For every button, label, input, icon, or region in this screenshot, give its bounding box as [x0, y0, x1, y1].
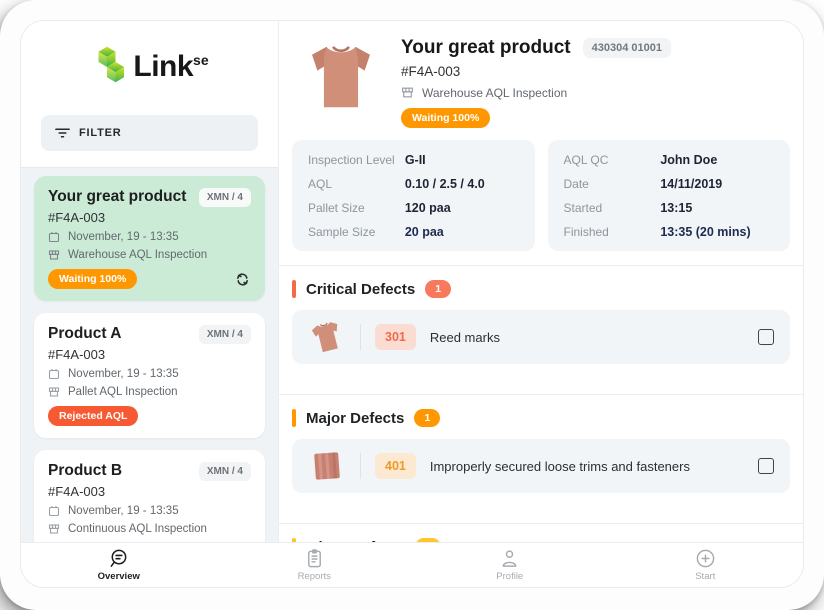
- product-header: Your great product 430304 01001 #F4A-003…: [279, 21, 803, 128]
- defect-checkbox[interactable]: [758, 458, 774, 474]
- tab-profile[interactable]: Profile: [412, 543, 608, 587]
- app-screen: Linkse FILTER Your great product XMN / 4…: [20, 20, 804, 588]
- sidebar: Linkse FILTER Your great product XMN / 4…: [21, 21, 279, 587]
- critical-defects-section: Critical Defects 1 301 Reed marks: [279, 265, 803, 380]
- start-plus-icon: [696, 549, 715, 568]
- major-defects-section: Major Defects 1 401 Improperly secured l…: [279, 394, 803, 509]
- info-value: 120 paa: [404, 200, 451, 215]
- inspection-type: Continuous AQL Inspection: [68, 523, 207, 535]
- info-label: Finished: [563, 224, 609, 239]
- defect-row[interactable]: 301 Reed marks: [292, 310, 790, 364]
- info-label: Inspection Level: [308, 152, 395, 167]
- defect-count-badge: 1: [414, 409, 441, 427]
- divider: [360, 453, 361, 479]
- status-badge: Rejected AQL: [48, 406, 139, 426]
- tab-label: Overview: [97, 571, 140, 582]
- product-card-list: Your great product XMN / 4 #F4A-003 Nove…: [21, 167, 278, 587]
- inspection-result-panel: AQL QC John Doe Date 14/11/2019 Started 13:…: [547, 140, 790, 251]
- inspection-date: November, 19 - 13:35: [68, 231, 179, 243]
- tab-label: Start: [695, 571, 716, 582]
- inspection-info: Inspection Level G-II AQL 0.10 / 2.5 / 4.0…: [279, 128, 803, 251]
- info-label: AQL QC: [563, 152, 609, 167]
- batch-badge: XMN / 4: [198, 462, 251, 481]
- product-card-title: Product A: [48, 325, 122, 342]
- defect-thumbnail: [314, 452, 340, 480]
- info-label: AQL: [308, 176, 333, 191]
- info-value: 20 paa: [404, 224, 444, 239]
- filter-button[interactable]: FILTER: [41, 115, 258, 151]
- calendar-icon: [48, 369, 60, 380]
- info-label: Date: [563, 176, 589, 191]
- defect-row[interactable]: 401 Improperly secured loose trims and f…: [292, 439, 790, 493]
- product-sku: #F4A-003: [48, 347, 106, 362]
- warehouse-icon: [402, 87, 413, 98]
- page-title: Your great product: [401, 37, 571, 58]
- defect-thumbnail: [311, 322, 338, 353]
- product-sku: #F4A-003: [48, 210, 106, 225]
- product-code-badge: 430304 01001: [582, 38, 671, 58]
- overview-icon: [110, 549, 127, 567]
- inspection-type: Warehouse AQL Inspection: [422, 85, 568, 100]
- info-value: 0.10 / 2.5 / 4.0: [404, 176, 485, 191]
- tab-overview[interactable]: Overview: [21, 543, 217, 587]
- section-title: Critical Defects: [306, 280, 416, 298]
- bottom-tab-bar: Overview Reports Profile Start: [21, 542, 803, 587]
- defect-label: Improperly secured loose trims and faste…: [429, 458, 690, 474]
- section-accent-bar: [292, 409, 296, 427]
- sync-icon[interactable]: [234, 271, 251, 288]
- status-badge: Waiting 100%: [401, 108, 491, 128]
- info-label: Pallet Size: [308, 200, 365, 215]
- main-content: Your great product 430304 01001 #F4A-003…: [279, 21, 803, 587]
- calendar-icon: [48, 232, 60, 243]
- info-value: 13:35 (20 mins): [660, 224, 751, 239]
- product-sku: #F4A-003: [48, 484, 106, 499]
- app-logo: Linkse: [21, 21, 278, 113]
- batch-badge: XMN / 4: [198, 188, 251, 207]
- batch-badge: XMN / 4: [198, 325, 251, 344]
- inspection-type: Pallet AQL Inspection: [68, 386, 178, 398]
- defect-checkbox[interactable]: [758, 329, 774, 345]
- tab-label: Profile: [496, 571, 524, 582]
- warehouse-icon: [48, 387, 60, 397]
- logo-wordmark: Linkse: [133, 50, 209, 83]
- defect-count-badge: 1: [425, 280, 452, 298]
- product-card[interactable]: Product A XMN / 4 #F4A-003 November, 19 …: [34, 313, 265, 438]
- info-value: John Doe: [660, 152, 718, 167]
- tab-reports[interactable]: Reports: [217, 543, 413, 587]
- inspection-date: November, 19 - 13:35: [68, 505, 179, 517]
- section-accent-bar: [292, 280, 296, 298]
- inspection-date: November, 19 - 13:35: [68, 368, 179, 380]
- info-value: 13:15: [660, 200, 693, 215]
- profile-icon: [502, 550, 517, 567]
- defect-code-badge: 401: [375, 453, 416, 479]
- inspection-type: Warehouse AQL Inspection: [68, 249, 208, 261]
- divider: [360, 324, 361, 350]
- info-value: G-II: [404, 152, 426, 167]
- filter-icon: [55, 128, 70, 138]
- tab-label: Reports: [297, 571, 331, 582]
- section-title: Major Defects: [306, 409, 405, 427]
- info-label: Started: [563, 200, 603, 215]
- reports-icon: [307, 549, 321, 568]
- defect-code-badge: 301: [375, 324, 416, 350]
- tab-start[interactable]: Start: [608, 543, 804, 587]
- warehouse-icon: [48, 250, 60, 260]
- calendar-icon: [48, 506, 60, 517]
- info-label: Sample Size: [308, 224, 376, 239]
- filter-label: FILTER: [79, 127, 122, 139]
- warehouse-icon: [48, 524, 60, 534]
- product-photo: [312, 45, 370, 108]
- info-value: 14/11/2019: [660, 176, 723, 191]
- product-sku: #F4A-003: [401, 64, 461, 79]
- product-card-title: Your great product: [48, 188, 187, 205]
- defect-label: Reed marks: [429, 329, 500, 345]
- product-card-title: Product B: [48, 462, 123, 479]
- inspection-params-panel: Inspection Level G-II AQL 0.10 / 2.5 / 4.0…: [292, 140, 535, 251]
- product-card-selected[interactable]: Your great product XMN / 4 #F4A-003 Nove…: [34, 176, 265, 301]
- logo-cube-icon: [98, 46, 125, 83]
- status-badge: Waiting 100%: [48, 269, 138, 289]
